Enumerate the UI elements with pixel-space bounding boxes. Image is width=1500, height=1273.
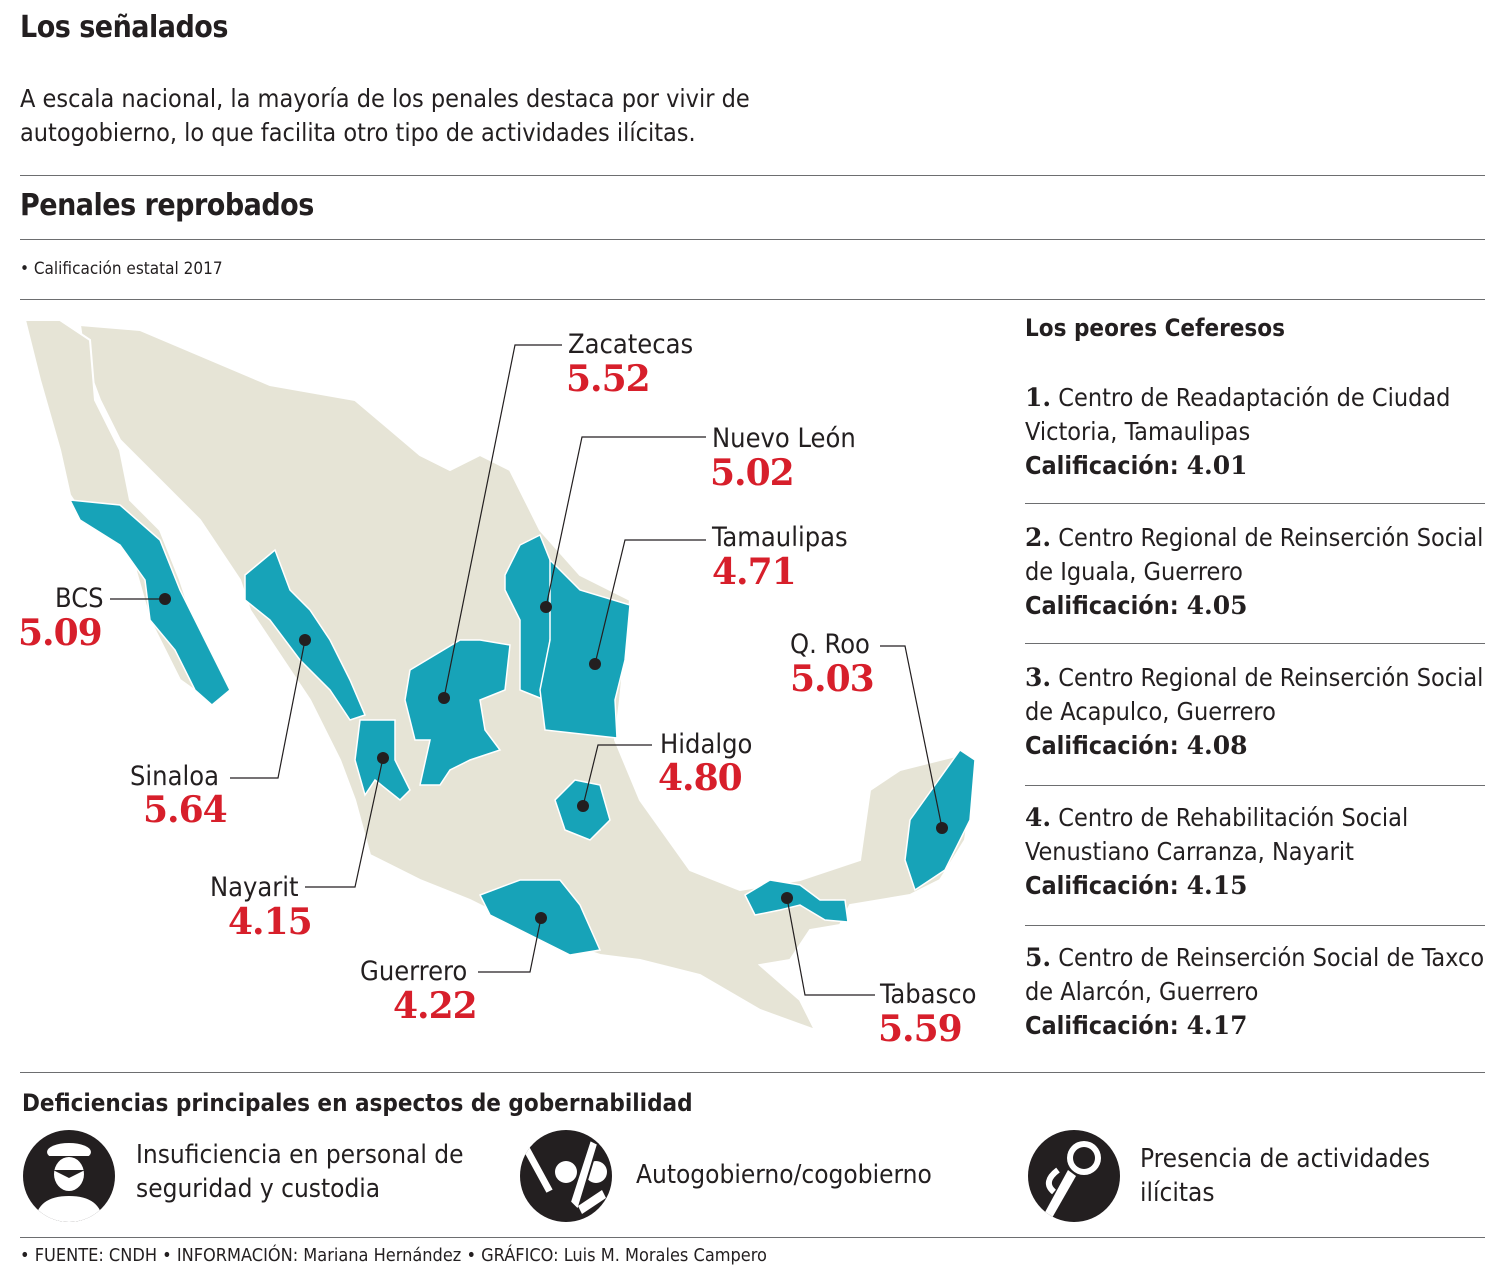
score-label: Calificación: [1025,451,1179,480]
divider [20,1072,1485,1073]
label-nayarit: Nayarit [210,872,299,903]
rank-name: Centro Regional de Reinserción Social de… [1025,663,1484,726]
rank-name: Centro de Reinserción Social de Taxco de… [1025,943,1485,1006]
deficiencies-title: Deficiencias principales en aspectos de … [22,1089,693,1117]
score-value: 4.15 [1186,871,1248,900]
divider [1025,925,1485,926]
rank-score: Calificación: 4.01 [1025,449,1485,483]
mexico-map [23,319,977,1032]
divider [20,239,1485,240]
raised-hands-icon [520,1130,612,1222]
deficiency-text: Presencia de actividades ilícitas [1140,1144,1431,1208]
state-dots [159,593,948,924]
label-tamaulipas: Tamaulipas [712,522,848,553]
ranking-item: 5. Centro de Reinserción Social de Taxco… [1025,941,1485,1043]
footer-credits: • FUENTE: CNDH • INFORMACIÓN: Mariana He… [20,1245,767,1266]
label-hidalgo: Hidalgo [660,729,753,760]
rank-score: Calificación: 4.05 [1025,589,1485,623]
state-tamaulipas [539,558,631,739]
ranking-item: 4. Centro de Rehabilitación Social Venus… [1025,801,1485,903]
magnifier-icon [1028,1130,1120,1222]
guard-icon [23,1130,115,1222]
score-guerrero: 4.22 [393,985,478,1027]
dot-nayarit [377,752,389,764]
page-title: Los señalados [20,10,228,45]
label-guerrero: Guerrero [360,956,468,987]
label-zacatecas: Zacatecas [568,329,694,360]
rank-score: Calificación: 4.15 [1025,869,1485,903]
score-value: 4.08 [1186,731,1248,760]
rank-number: 1. [1025,383,1052,412]
score-label: Calificación: [1025,871,1179,900]
score-nuevo-leon: 5.02 [710,452,795,494]
label-qroo: Q. Roo [790,629,870,660]
label-bcs: BCS [55,583,104,614]
score-tabasco: 5.59 [878,1008,963,1050]
label-nuevo-leon: Nuevo León [712,423,856,454]
score-tamaulipas: 4.71 [712,551,797,593]
ranking-title: Los peores Ceferesos [1025,314,1285,342]
dot-zacatecas [438,692,450,704]
label-sinaloa: Sinaloa [130,761,219,792]
score-qroo: 5.03 [790,658,875,700]
section-subtitle: • Calificación estatal 2017 [20,259,223,279]
rank-number: 4. [1025,803,1052,832]
rank-number: 5. [1025,943,1052,972]
score-value: 4.05 [1186,591,1248,620]
state-tabasco [744,879,849,923]
score-value: 4.17 [1186,1011,1248,1040]
deficiency-text: Insuficiencia en personal de seguridad y… [136,1140,464,1204]
dot-tamaulipas [589,658,601,670]
state-bcs [68,499,231,706]
state-zacatecas [404,639,511,786]
divider [1025,785,1485,786]
dot-bcs [159,593,171,605]
score-hidalgo: 4.80 [658,757,743,799]
label-tabasco: Tabasco [880,979,977,1010]
ranking-item: 2. Centro Regional de Reinserción Social… [1025,521,1485,623]
dot-qroo [936,822,948,834]
rank-name: Centro Regional de Reinserción Social de… [1025,523,1484,586]
rank-number: 2. [1025,523,1052,552]
score-label: Calificación: [1025,731,1179,760]
ranking-item: 1. Centro de Readaptación de Ciudad Vict… [1025,381,1485,483]
divider [20,175,1485,176]
score-value: 4.01 [1186,451,1248,480]
leader-lines [110,344,943,996]
score-label: Calificación: [1025,591,1179,620]
deficiency-text: Autogobierno/cogobierno [636,1160,932,1190]
rank-number: 3. [1025,663,1052,692]
score-nayarit: 4.15 [228,901,313,943]
dot-nuevo-leon [540,601,552,613]
dot-sinaloa [299,634,311,646]
rank-name: Centro de Readaptación de Ciudad Victori… [1025,383,1451,446]
lead-text: A escala nacional, la mayoría de los pen… [20,84,750,147]
score-sinaloa: 5.64 [143,789,228,831]
section-title: Penales reprobados [20,188,314,223]
divider [20,1237,1485,1238]
rank-score: Calificación: 4.08 [1025,729,1485,763]
score-label: Calificación: [1025,1011,1179,1040]
divider [1025,643,1485,644]
score-zacatecas: 5.52 [566,358,651,400]
dot-hidalgo [577,800,589,812]
dot-tabasco [781,892,793,904]
divider [1025,503,1485,504]
divider [20,299,1485,300]
score-bcs: 5.09 [18,612,103,654]
rank-name: Centro de Rehabilitación Social Venustia… [1025,803,1409,866]
ranking-item: 3. Centro Regional de Reinserción Social… [1025,661,1485,763]
rank-score: Calificación: 4.17 [1025,1009,1485,1043]
dot-guerrero [535,912,547,924]
